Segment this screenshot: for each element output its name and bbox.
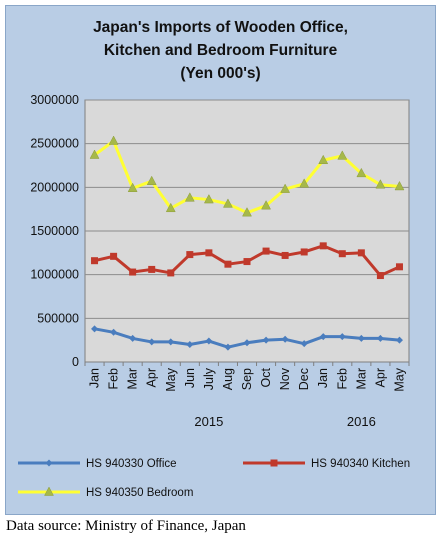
legend-entry: HS 940330 Office	[18, 458, 177, 470]
data-point	[337, 150, 348, 160]
data-point	[146, 175, 157, 185]
y-tick-label: 0	[72, 355, 79, 369]
data-point	[318, 154, 329, 165]
x-tick-label: July	[202, 367, 216, 390]
y-tick-label: 3000000	[30, 93, 79, 107]
data-point	[224, 260, 232, 268]
data-point	[127, 182, 138, 192]
data-point	[270, 459, 278, 467]
data-point	[129, 268, 137, 276]
y-tick-label: 2500000	[30, 137, 79, 151]
data-point	[184, 192, 195, 202]
data-point	[224, 343, 232, 351]
legend-label: HS 940350 Bedroom	[86, 487, 193, 499]
data-point	[186, 341, 194, 349]
data-point	[110, 328, 118, 336]
chart-title-line-2: Kitchen and Bedroom Furniture	[103, 42, 338, 59]
data-point	[110, 252, 118, 260]
data-point	[167, 338, 175, 346]
data-point	[243, 258, 251, 266]
data-point	[280, 183, 291, 193]
x-tick-label: May	[392, 367, 406, 391]
x-tick-label: Oct	[259, 367, 273, 387]
x-tick-label: Mar	[126, 368, 140, 390]
data-point	[45, 459, 53, 467]
data-point	[394, 180, 405, 191]
legend-label: HS 940340 Kitchen	[311, 458, 410, 470]
data-point	[89, 149, 100, 159]
data-point	[243, 339, 251, 347]
chart-title-line-1: Japan's Imports of Wooden Office,	[93, 19, 348, 36]
x-tick-label: Aug	[221, 368, 235, 390]
data-point	[91, 257, 99, 265]
data-point	[261, 200, 271, 210]
x-tick-label: Nov	[278, 367, 292, 390]
x-tick-label: Jan	[88, 368, 102, 388]
data-point	[108, 135, 119, 145]
data-point	[357, 334, 365, 342]
year-label: 2016	[347, 414, 376, 429]
data-point	[376, 334, 384, 342]
x-tick-label: May	[164, 367, 178, 391]
chart-title-line-3: (Yen 000's)	[180, 65, 261, 82]
data-point	[44, 486, 54, 496]
chart-title: Japan's Imports of Wooden Office, Kitche…	[6, 16, 435, 85]
data-point	[356, 167, 367, 178]
x-tick-label: Feb	[335, 368, 349, 390]
data-point	[281, 251, 289, 259]
x-tick-label: Jan	[316, 368, 330, 388]
data-point	[357, 249, 365, 257]
legend-entry: HS 940340 Kitchen	[243, 458, 410, 470]
data-point	[375, 179, 386, 189]
data-point	[129, 334, 137, 342]
data-point	[91, 325, 99, 333]
data-point	[300, 248, 308, 256]
data-point	[242, 207, 252, 217]
data-point	[300, 340, 308, 348]
data-point	[338, 250, 346, 258]
y-tick-label: 500000	[37, 311, 79, 325]
data-point	[319, 242, 327, 250]
year-label: 2015	[194, 414, 223, 429]
data-point	[203, 194, 214, 204]
data-point	[395, 263, 403, 271]
series-2	[91, 242, 403, 280]
data-point	[319, 333, 327, 341]
data-point	[262, 336, 270, 344]
x-tick-label: Apr	[145, 368, 159, 387]
y-tick-label: 1500000	[30, 224, 79, 238]
x-tick-label: Feb	[107, 368, 121, 390]
x-tick-label: Dec	[297, 368, 311, 390]
data-point	[165, 202, 176, 213]
data-point	[167, 269, 175, 277]
x-tick-label: Apr	[373, 368, 387, 387]
data-point	[186, 251, 194, 259]
x-tick-label: Sep	[240, 368, 254, 390]
data-point	[223, 198, 233, 208]
data-point	[148, 265, 156, 273]
data-point	[281, 335, 289, 343]
data-point	[148, 338, 156, 346]
data-point	[205, 249, 213, 257]
y-tick-label: 2000000	[30, 180, 79, 194]
series-3	[89, 135, 405, 217]
data-source-note: Data source: Ministry of Finance, Japan	[6, 518, 246, 534]
y-tick-label: 1000000	[30, 268, 79, 282]
legend-label: HS 940330 Office	[86, 458, 177, 470]
data-point	[205, 337, 213, 345]
x-tick-label: Jun	[183, 368, 197, 388]
data-point	[376, 272, 384, 280]
legend-entry: HS 940350 Bedroom	[18, 486, 193, 499]
data-point	[262, 247, 270, 255]
data-point	[299, 178, 310, 188]
data-point	[338, 333, 346, 341]
data-point	[395, 336, 403, 344]
series-1	[91, 325, 403, 351]
x-tick-label: Mar	[354, 368, 368, 390]
